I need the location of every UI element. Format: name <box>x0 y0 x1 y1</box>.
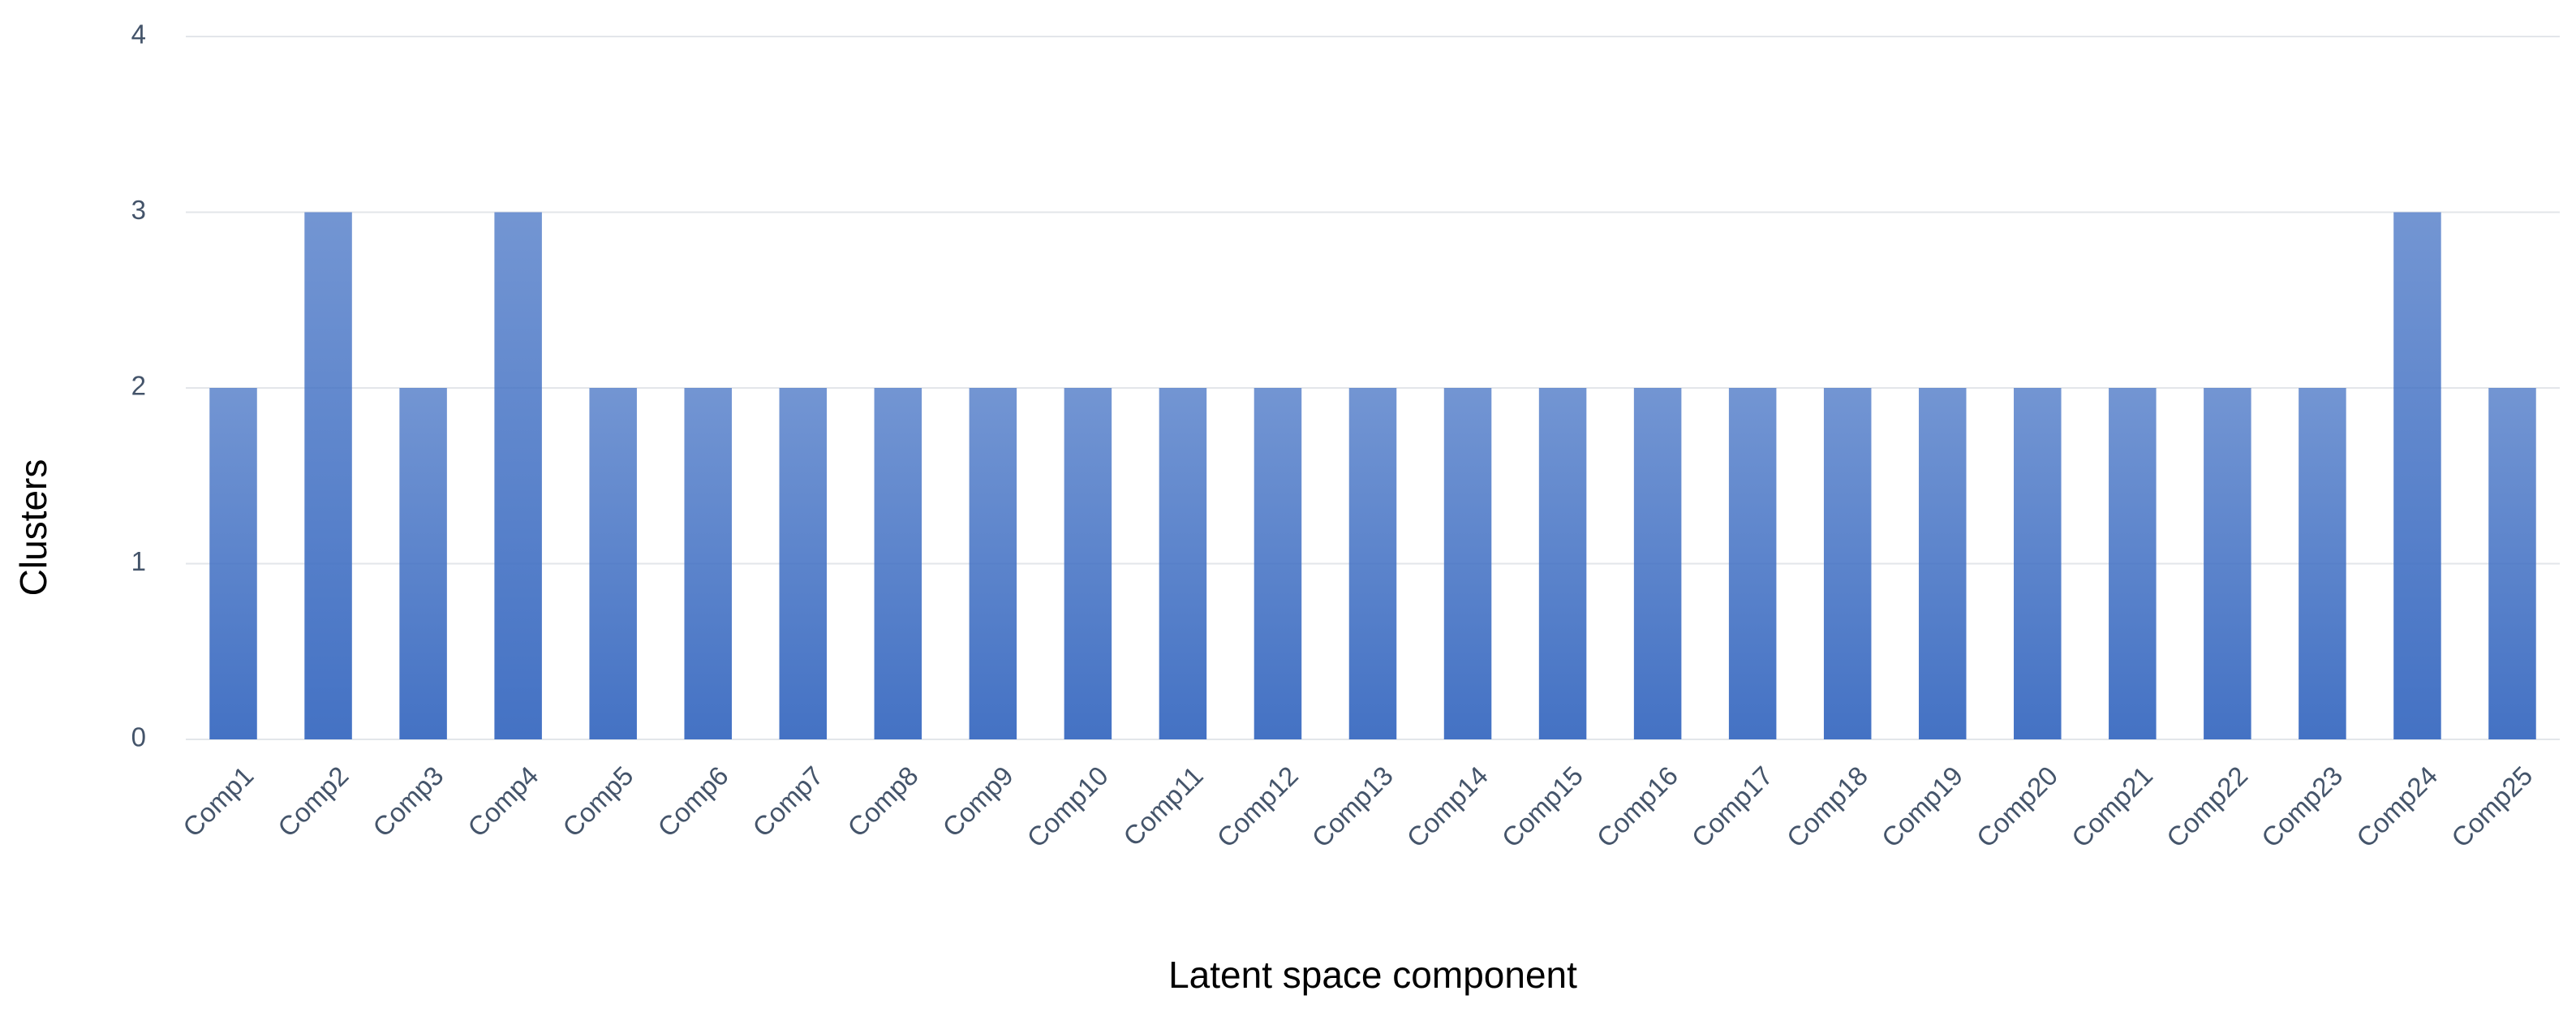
y-tick-label: 0 <box>131 722 146 752</box>
bar <box>494 212 542 739</box>
bar <box>1918 388 1967 739</box>
bar <box>1633 388 1682 739</box>
bar <box>1823 388 1872 739</box>
bar <box>2204 388 2251 739</box>
y-tick-label: 1 <box>131 546 146 576</box>
bar <box>2488 388 2536 739</box>
bar <box>969 388 1017 739</box>
x-tick-label: Comp15 <box>1496 760 1589 853</box>
x-tick-label: Comp11 <box>1117 760 1209 852</box>
x-tick-label: Comp14 <box>1401 760 1494 853</box>
x-tick-label: Comp10 <box>1021 760 1113 853</box>
x-tick-label: Comp25 <box>2445 760 2538 853</box>
bar <box>2109 388 2157 739</box>
x-tick-label: Comp4 <box>462 760 544 842</box>
bar <box>874 388 922 739</box>
bar <box>1348 388 1397 739</box>
y-tick-label: 3 <box>131 195 146 225</box>
bar <box>589 388 637 739</box>
x-tick-label: Comp3 <box>367 760 449 842</box>
x-tick-label: Comp8 <box>841 760 923 842</box>
x-tick-label: Comp5 <box>557 760 639 842</box>
bar <box>2299 388 2346 739</box>
x-tick-label: Comp13 <box>1306 760 1399 853</box>
bar <box>1159 388 1207 739</box>
x-tick-label: Comp12 <box>1211 760 1304 853</box>
x-tick-label: Comp16 <box>1591 760 1684 853</box>
y-axis-title: Clusters <box>12 459 54 597</box>
bar <box>1728 388 1777 739</box>
x-tick-label: Comp22 <box>2161 760 2253 853</box>
x-tick-label: Comp17 <box>1686 760 1778 853</box>
bar <box>209 388 257 739</box>
bar <box>1064 388 1112 739</box>
bar <box>779 388 828 739</box>
bar <box>1538 388 1587 739</box>
x-tick-label: Comp7 <box>746 760 828 842</box>
bar <box>399 388 447 739</box>
x-tick-label: Comp23 <box>2256 760 2348 853</box>
bar <box>2014 388 2062 739</box>
x-tick-label: Comp18 <box>1781 760 1873 853</box>
y-tick-label: 2 <box>131 371 146 401</box>
x-tick-label: Comp1 <box>177 760 259 842</box>
x-axis-title: Latent space component <box>1168 954 1577 996</box>
bar <box>1254 388 1302 739</box>
bar <box>1443 388 1492 739</box>
x-tick-label: Comp9 <box>936 760 1018 842</box>
x-tick-label: Comp24 <box>2350 760 2443 853</box>
x-tick-label: Comp21 <box>2066 760 2158 853</box>
y-tick-label: 4 <box>131 19 146 50</box>
bar <box>2393 212 2441 739</box>
bar <box>304 212 352 739</box>
x-tick-label: Comp2 <box>272 760 354 842</box>
x-tick-label: Comp20 <box>1971 760 2063 853</box>
bar <box>684 388 732 739</box>
x-tick-label: Comp6 <box>652 760 733 842</box>
x-tick-label: Comp19 <box>1876 760 1968 853</box>
